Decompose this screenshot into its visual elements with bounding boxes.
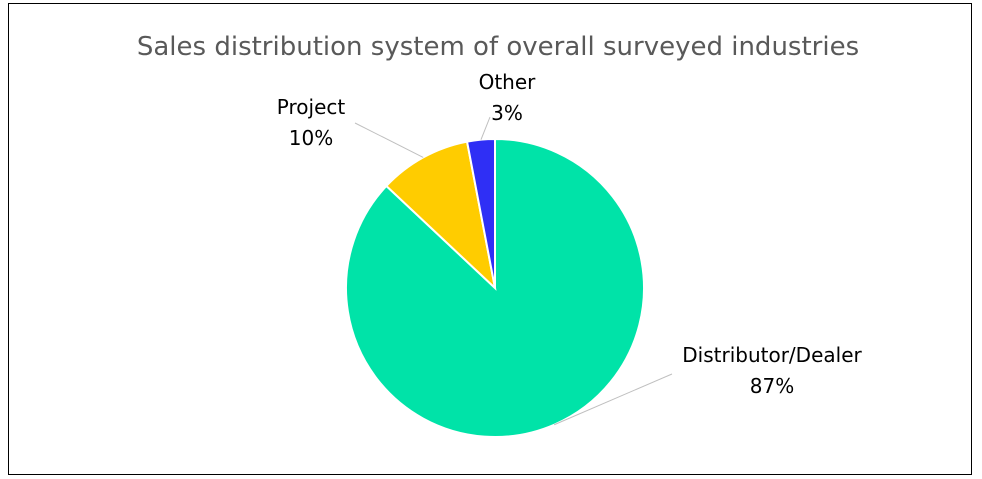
slice-value-other: 3%: [491, 101, 523, 125]
slice-value-distributor: 87%: [750, 374, 794, 398]
leader-line-distributor: [553, 373, 673, 426]
slice-value-project: 10%: [289, 126, 333, 150]
leader-lines: [354, 116, 673, 426]
slice-label-distributor: Distributor/Dealer: [682, 343, 862, 367]
pie-slice-distributor: [345, 137, 645, 438]
slice-label-project: Project: [277, 95, 346, 119]
leader-line-other: [480, 116, 491, 140]
leader-line-project: [354, 122, 424, 158]
chart-title: Sales distribution system of overall sur…: [137, 32, 859, 62]
pie-slices: [345, 137, 645, 438]
slice-label-other: Other: [479, 70, 537, 94]
